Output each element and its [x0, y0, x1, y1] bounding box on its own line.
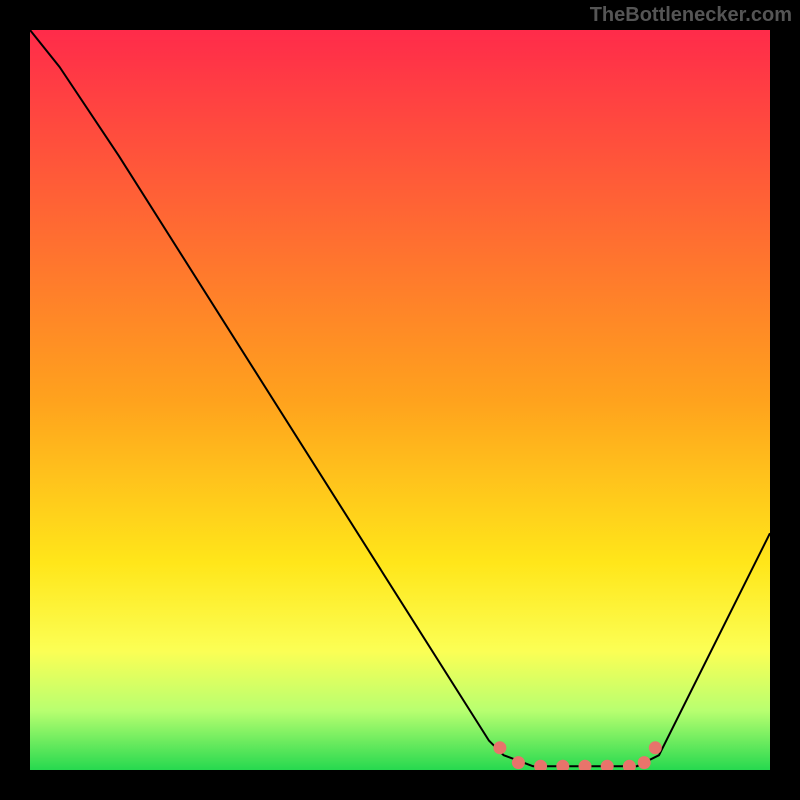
optimal-marker — [512, 756, 525, 769]
optimal-marker — [556, 760, 569, 770]
optimal-marker — [649, 741, 662, 754]
chart-svg — [30, 30, 770, 770]
optimal-marker — [623, 760, 636, 770]
optimal-marker — [493, 741, 506, 754]
optimal-marker — [601, 760, 614, 770]
optimal-marker — [638, 756, 651, 769]
optimal-marker — [579, 760, 592, 770]
bottleneck-curve — [30, 30, 770, 766]
chart-plot-area — [30, 30, 770, 770]
watermark-text: TheBottlenecker.com — [590, 4, 792, 27]
optimal-marker — [534, 760, 547, 770]
